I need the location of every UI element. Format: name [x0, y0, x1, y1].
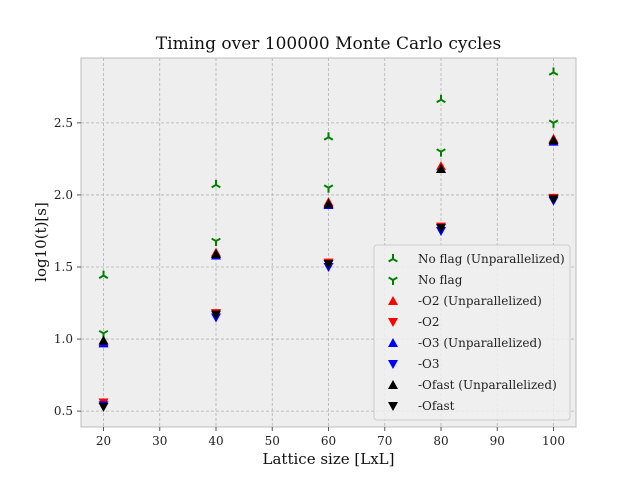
legend-entry-label: -O3 (Unparallelized)	[418, 336, 542, 350]
data-point-stroke	[552, 119, 559, 124]
series-7	[98, 195, 559, 412]
data-point-stroke	[98, 329, 105, 335]
data-point	[98, 335, 109, 345]
y-tick-label: 2.0	[54, 188, 73, 202]
data-point	[98, 270, 109, 280]
data-point-stroke	[327, 184, 334, 189]
data-point	[323, 260, 334, 270]
data-point-stroke	[548, 71, 555, 76]
legend-marker	[388, 318, 398, 327]
y-axis-ticks: 0.5 1.0 1.5 2.0 2.5	[54, 116, 81, 418]
y-tick-label: 1.5	[54, 260, 73, 274]
x-axis-ticks: 20 30 40 50 60 70 80 90 100	[96, 427, 565, 448]
legend-entry-label: -O2 (Unparallelized)	[418, 294, 542, 308]
legend-marker	[388, 380, 398, 389]
x-tick-label: 20	[96, 434, 111, 448]
legend-entry-label: -O2	[418, 315, 440, 329]
data-point	[548, 135, 559, 145]
data-point	[323, 198, 334, 208]
y-tick-label: 2.5	[54, 116, 73, 130]
data-point	[211, 237, 221, 247]
chart-title: Timing over 100000 Monte Carlo cycles	[156, 34, 501, 54]
data-point-stroke	[552, 71, 559, 76]
data-point-stroke	[327, 136, 334, 141]
data-point-stroke	[548, 119, 555, 124]
legend-entry-label: -Ofast	[418, 399, 455, 413]
x-tick-label: 40	[208, 434, 223, 448]
data-point-stroke	[215, 237, 221, 242]
legend-marker	[388, 276, 398, 285]
data-point-stroke	[211, 237, 217, 242]
legend-marker	[388, 402, 398, 411]
legend-entry-label: No flag	[418, 273, 463, 287]
data-point	[323, 184, 334, 193]
y-axis-title: log10(t)[s]	[32, 202, 50, 282]
data-point-stroke	[102, 329, 109, 335]
data-point	[436, 148, 446, 157]
series-6	[98, 135, 559, 345]
legend-marker-stroke	[392, 276, 398, 281]
data-point-stroke	[436, 98, 442, 104]
x-tick-label: 30	[152, 434, 167, 448]
y-tick-label: 1.0	[54, 332, 73, 346]
x-tick-label: 50	[265, 434, 280, 448]
data-point	[211, 179, 221, 189]
legend-marker-stroke	[388, 276, 394, 281]
legend-marker	[388, 338, 398, 347]
legend-entry-label: No flag (Unparallelized)	[418, 252, 565, 266]
data-point-stroke	[102, 274, 109, 280]
x-tick-label: 90	[490, 434, 505, 448]
data-point	[548, 195, 559, 205]
x-tick-label: 60	[321, 434, 336, 448]
data-point	[436, 163, 446, 173]
legend-marker	[388, 296, 398, 305]
data-point-stroke	[440, 148, 446, 153]
data-point-stroke	[436, 148, 442, 153]
legend-marker-stroke	[392, 258, 398, 263]
data-point	[323, 132, 334, 141]
data-point-stroke	[323, 136, 330, 141]
y-tick-label: 0.5	[54, 404, 73, 418]
series-0	[98, 67, 559, 280]
legend: No flag (Unparallelized) No flag -O2 (Unpa…	[373, 244, 571, 421]
legend-marker	[388, 360, 398, 369]
data-point-stroke	[98, 274, 105, 280]
data-point	[548, 119, 559, 128]
x-tick-label: 70	[377, 434, 392, 448]
data-point	[211, 249, 221, 259]
legend-marker	[388, 254, 398, 263]
data-point-stroke	[323, 184, 330, 189]
data-point	[436, 94, 446, 104]
data-point	[98, 402, 109, 412]
data-point-stroke	[211, 183, 217, 189]
x-tick-label: 80	[433, 434, 448, 448]
legend-entry-label: -O3	[418, 357, 440, 371]
data-points	[98, 67, 559, 412]
x-axis-title: Lattice size [LxL]	[263, 450, 395, 468]
x-tick-label: 100	[542, 434, 565, 448]
data-point-stroke	[440, 98, 446, 104]
data-point	[548, 67, 559, 76]
legend-entry-label: -Ofast (Unparallelized)	[418, 378, 557, 392]
data-point	[211, 310, 221, 320]
legend-box	[373, 244, 571, 421]
legend-marker-stroke	[388, 258, 394, 263]
data-point-stroke	[215, 183, 221, 189]
data-point	[436, 224, 446, 234]
